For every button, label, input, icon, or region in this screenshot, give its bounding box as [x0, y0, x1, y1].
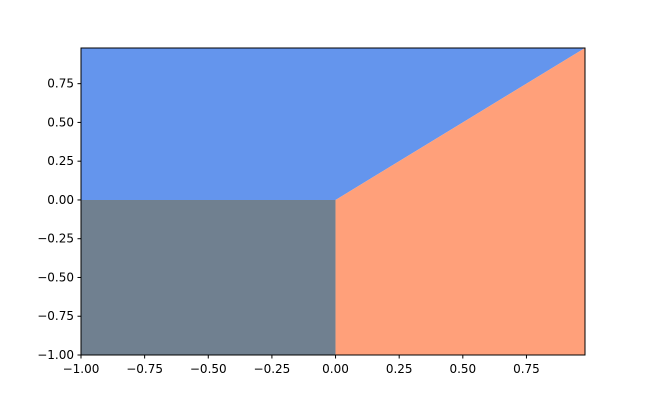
axes-frame	[80, 47, 586, 356]
y-tick-label: −1.00	[37, 348, 74, 362]
x-tick-label: −0.25	[254, 362, 291, 376]
y-tick-label: −0.75	[37, 309, 74, 323]
y-tick-label: 0.00	[47, 193, 74, 207]
y-tick-label: 0.75	[47, 77, 74, 91]
x-tick-label: −1.00	[63, 362, 100, 376]
y-tick-label: 0.50	[47, 115, 74, 129]
y-tick-label: 0.25	[47, 154, 74, 168]
region	[335, 48, 585, 355]
region	[81, 48, 585, 200]
x-tick-label: 0.50	[449, 362, 476, 376]
x-tick-label: 0.25	[386, 362, 413, 376]
y-tick-label: −0.25	[37, 232, 74, 246]
x-tick-label: 0.00	[322, 362, 349, 376]
x-tick-label: 0.75	[513, 362, 540, 376]
x-tick-label: −0.50	[190, 362, 227, 376]
y-tick-label: −0.50	[37, 270, 74, 284]
region	[81, 199, 336, 355]
x-tick-label: −0.75	[126, 362, 163, 376]
